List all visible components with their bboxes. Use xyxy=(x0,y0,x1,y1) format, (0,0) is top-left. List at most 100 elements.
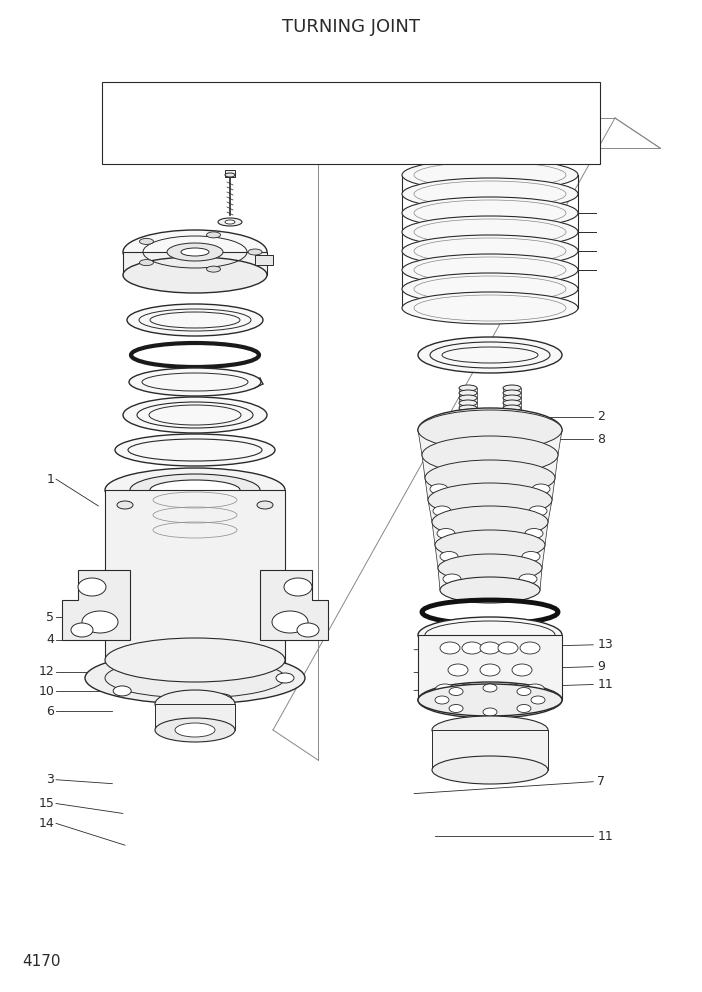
Ellipse shape xyxy=(85,652,305,704)
Ellipse shape xyxy=(437,529,455,539)
Polygon shape xyxy=(418,430,562,455)
Text: TURNING JOINT: TURNING JOINT xyxy=(282,18,420,36)
Text: 11: 11 xyxy=(597,678,613,691)
Ellipse shape xyxy=(432,716,548,744)
Ellipse shape xyxy=(531,696,545,704)
Ellipse shape xyxy=(433,506,451,516)
Ellipse shape xyxy=(78,578,106,596)
Ellipse shape xyxy=(123,397,267,433)
Polygon shape xyxy=(422,455,558,478)
Text: 12: 12 xyxy=(39,665,54,679)
Ellipse shape xyxy=(529,506,547,516)
Ellipse shape xyxy=(129,368,261,396)
Ellipse shape xyxy=(105,658,285,698)
Ellipse shape xyxy=(503,395,521,401)
Ellipse shape xyxy=(218,218,242,226)
Ellipse shape xyxy=(123,257,267,293)
Ellipse shape xyxy=(402,178,578,210)
Polygon shape xyxy=(418,635,562,700)
Ellipse shape xyxy=(402,197,578,229)
Text: 9: 9 xyxy=(597,660,605,674)
Ellipse shape xyxy=(214,694,232,704)
Text: 1: 1 xyxy=(46,472,54,486)
Ellipse shape xyxy=(418,682,562,718)
Ellipse shape xyxy=(459,400,477,406)
Ellipse shape xyxy=(459,405,477,411)
Text: 2: 2 xyxy=(597,410,605,424)
Polygon shape xyxy=(155,704,235,730)
Text: 8: 8 xyxy=(597,433,605,446)
Ellipse shape xyxy=(113,685,131,696)
Ellipse shape xyxy=(214,652,232,662)
Ellipse shape xyxy=(297,623,319,637)
Text: 3: 3 xyxy=(46,773,54,787)
Ellipse shape xyxy=(483,684,497,692)
Ellipse shape xyxy=(480,664,500,676)
Ellipse shape xyxy=(448,664,468,676)
Ellipse shape xyxy=(498,642,518,654)
Ellipse shape xyxy=(481,412,499,422)
Ellipse shape xyxy=(155,690,235,718)
Ellipse shape xyxy=(272,611,308,633)
Ellipse shape xyxy=(532,484,550,494)
Ellipse shape xyxy=(150,480,240,500)
Text: 15: 15 xyxy=(38,797,54,810)
Ellipse shape xyxy=(71,623,93,637)
Ellipse shape xyxy=(517,704,531,712)
Ellipse shape xyxy=(284,578,312,596)
Ellipse shape xyxy=(443,574,461,584)
Ellipse shape xyxy=(418,408,562,452)
Ellipse shape xyxy=(115,434,275,466)
Ellipse shape xyxy=(459,390,477,396)
Polygon shape xyxy=(62,570,130,640)
Ellipse shape xyxy=(140,260,154,266)
Ellipse shape xyxy=(167,243,223,261)
Ellipse shape xyxy=(522,552,540,561)
Ellipse shape xyxy=(503,390,521,396)
Polygon shape xyxy=(105,660,285,678)
Ellipse shape xyxy=(418,617,562,653)
Bar xyxy=(102,82,600,164)
Ellipse shape xyxy=(117,501,133,509)
Ellipse shape xyxy=(105,638,285,682)
Ellipse shape xyxy=(206,232,220,238)
Ellipse shape xyxy=(422,436,558,474)
Polygon shape xyxy=(438,568,542,590)
Ellipse shape xyxy=(481,438,499,448)
Ellipse shape xyxy=(435,696,449,704)
Polygon shape xyxy=(435,545,545,568)
Ellipse shape xyxy=(483,708,497,716)
Ellipse shape xyxy=(462,642,482,654)
Ellipse shape xyxy=(512,664,532,676)
Ellipse shape xyxy=(502,684,522,696)
Ellipse shape xyxy=(449,687,463,695)
Ellipse shape xyxy=(520,642,540,654)
Ellipse shape xyxy=(440,552,458,561)
Text: 11: 11 xyxy=(597,829,613,843)
Ellipse shape xyxy=(459,395,477,401)
Polygon shape xyxy=(428,500,552,522)
Ellipse shape xyxy=(517,419,536,429)
Ellipse shape xyxy=(438,554,542,582)
Ellipse shape xyxy=(444,419,463,429)
Text: 31N6-40950: 31N6-40950 xyxy=(320,137,397,150)
Ellipse shape xyxy=(449,704,463,712)
Ellipse shape xyxy=(503,410,521,416)
Text: Parts no: Parts no xyxy=(333,96,384,109)
Ellipse shape xyxy=(480,684,500,696)
Ellipse shape xyxy=(440,577,540,603)
Ellipse shape xyxy=(175,723,215,737)
Ellipse shape xyxy=(525,529,543,539)
Ellipse shape xyxy=(432,756,548,784)
Polygon shape xyxy=(123,252,267,275)
Ellipse shape xyxy=(127,304,263,336)
Ellipse shape xyxy=(257,501,273,509)
Text: 7: 7 xyxy=(597,775,605,789)
Ellipse shape xyxy=(435,684,455,696)
Ellipse shape xyxy=(225,220,235,224)
Polygon shape xyxy=(432,522,548,545)
Polygon shape xyxy=(255,255,273,265)
Ellipse shape xyxy=(459,410,477,416)
Ellipse shape xyxy=(430,484,448,494)
Ellipse shape xyxy=(503,405,521,411)
